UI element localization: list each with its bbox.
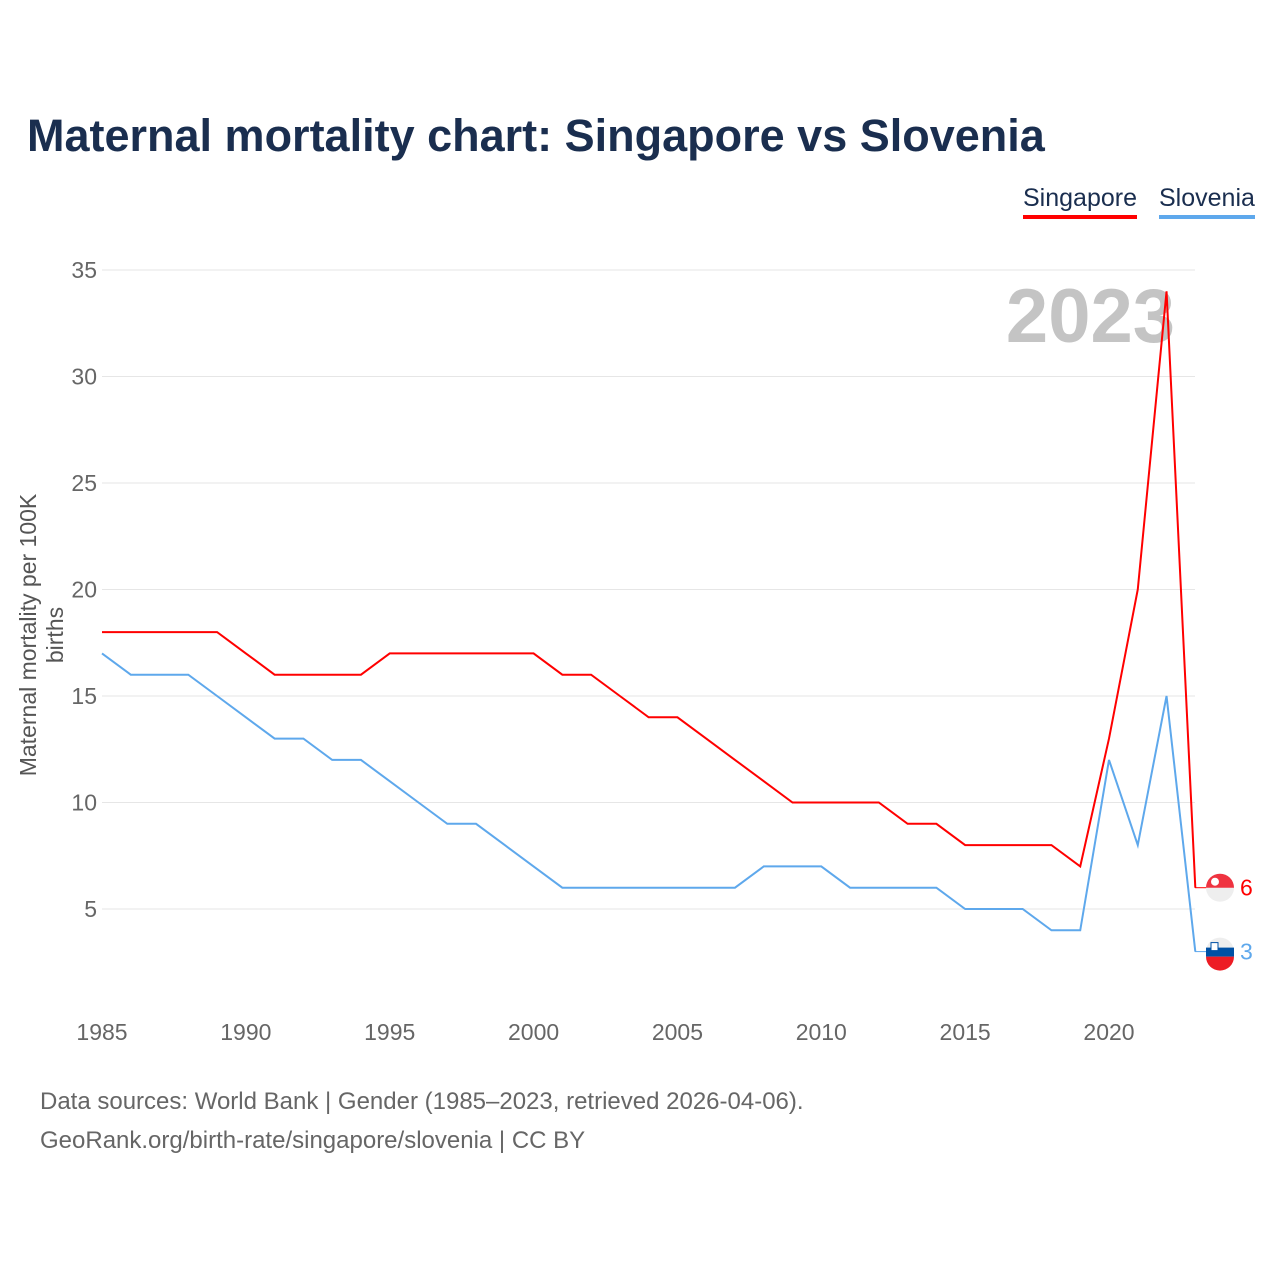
x-tick-label: 1990	[220, 1019, 271, 1045]
series-line-singapore	[102, 291, 1197, 888]
y-tick-label: 30	[71, 364, 97, 390]
legend-singapore[interactable]: Singapore	[1023, 184, 1137, 219]
x-tick-label: 2010	[796, 1019, 847, 1045]
y-tick-label: 10	[71, 790, 97, 816]
x-tick-label: 2020	[1083, 1019, 1134, 1045]
footer-sources: Data sources: World Bank | Gender (1985–…	[40, 1088, 804, 1115]
y-tick-label: 15	[71, 683, 97, 709]
singapore-flag-crescent	[1211, 877, 1219, 886]
x-tick-label: 2015	[940, 1019, 991, 1045]
y-tick-label: 35	[71, 257, 97, 283]
end-value-label: 3	[1240, 939, 1253, 965]
x-tick-label: 1995	[364, 1019, 415, 1045]
legend-slovenia[interactable]: Slovenia	[1159, 184, 1255, 219]
slovenia-flag-red-band	[1206, 956, 1234, 971]
chart-title: Maternal mortality chart: Singapore vs S…	[27, 110, 1045, 161]
slovenia-flag-blue-band	[1206, 947, 1234, 957]
singapore-flag-red-half	[1206, 873, 1234, 888]
slovenia-flag-coat	[1210, 942, 1219, 952]
x-tick-label: 2000	[508, 1019, 559, 1045]
x-tick-label: 1985	[76, 1019, 127, 1045]
end-value-label: 6	[1240, 875, 1253, 901]
footer-link[interactable]: GeoRank.org/birth-rate/singapore/sloveni…	[40, 1127, 586, 1154]
y-tick-label: 25	[71, 470, 97, 496]
y-tick-label: 5	[84, 896, 97, 922]
year-watermark: 2023	[1006, 274, 1175, 359]
series-line-slovenia	[101, 652, 1197, 952]
y-tick-label: 20	[71, 577, 97, 603]
x-tick-label: 2005	[652, 1019, 703, 1045]
